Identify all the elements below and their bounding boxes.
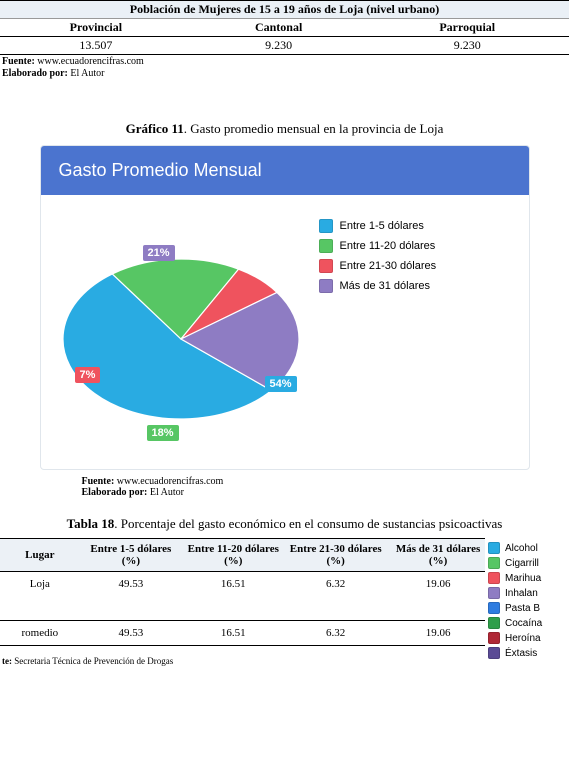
footer-label: te: (2, 656, 12, 666)
t2-legend-label: Cocaína (505, 618, 542, 629)
g11-text: . Gasto promedio mensual en la provincia… (184, 121, 444, 136)
t2-spacer (0, 596, 569, 620)
footer-text: Secretaria Técnica de Prevención de Drog… (14, 656, 173, 666)
legend-label: Entre 1-5 dólares (340, 220, 424, 232)
t2-r0c4: 19.06 (387, 572, 489, 597)
src2-flabel: Fuente: (82, 476, 115, 487)
t2-legend-swatch (488, 587, 500, 599)
t2-r0c1: 49.53 (80, 572, 182, 597)
t1-h1: Cantonal (192, 19, 366, 37)
src1-eval: El Autor (70, 68, 104, 79)
src1-elabel: Elaborado por: (2, 68, 68, 79)
t2-legend-item: Marihua (488, 572, 567, 584)
t2-legend-swatch (488, 602, 500, 614)
legend-label: Más de 31 dólares (340, 280, 431, 292)
t1-d2: 9.230 (365, 37, 569, 55)
g11-label: Gráfico 11 (126, 121, 184, 136)
t2-legend-label: Éxtasis (505, 648, 537, 659)
t2-legend-label: Alcohol (505, 543, 538, 554)
chart-header: Gasto Promedio Mensual (41, 146, 529, 195)
t2-legend-label: Heroína (505, 633, 541, 644)
t2-legend-label: Pasta B (505, 603, 540, 614)
t2-legend-swatch (488, 557, 500, 569)
t18-text: . Porcentaje del gasto económico en el c… (114, 516, 502, 531)
t18-label: Tabla 18 (67, 516, 115, 531)
t2-legend-item: Éxtasis (488, 647, 567, 659)
t2-r0c3: 6.32 (284, 572, 386, 597)
t2-r1c0: romedio (0, 620, 80, 645)
t2-r0c2: 16.51 (182, 572, 284, 597)
t2-legend-swatch (488, 572, 500, 584)
pie-slice-label: 21% (143, 245, 175, 261)
src2-elabel: Elaborado por: (82, 487, 148, 498)
legend-swatch (319, 219, 333, 233)
pie-slice-label: 7% (75, 367, 101, 383)
t2-h3: Entre 21-30 dólares (%) (284, 539, 386, 572)
table-poblacion: Población de Mujeres de 15 a 19 años de … (0, 0, 569, 55)
legend-swatch (319, 239, 333, 253)
table-gasto: Lugar Entre 1-5 dólares (%) Entre 11-20 … (0, 538, 569, 646)
t2-h4: Más de 31 dólares (%) (387, 539, 489, 572)
t2-legend-label: Cigarrill (505, 558, 539, 569)
t2-legend-item: Heroína (488, 632, 567, 644)
t2-legend-swatch (488, 542, 500, 554)
t2-legend-swatch (488, 647, 500, 659)
t2-r1c1: 49.53 (80, 620, 182, 645)
t2-legend-item: Pasta B (488, 602, 567, 614)
table2-legend: Alcohol Cigarrill Marihua Inhalan Pasta B Coc… (485, 538, 569, 646)
t1-d0: 13.507 (0, 37, 192, 55)
t2-h0: Lugar (0, 539, 80, 572)
t2-legend-label: Marihua (505, 573, 541, 584)
t2-h2: Entre 11-20 dólares (%) (182, 539, 284, 572)
chart-legend: Entre 1-5 dólares Entre 11-20 dólares Entr… (319, 219, 437, 299)
t2-h1: Entre 1-5 dólares (%) (80, 539, 182, 572)
t2-legend-item: Alcohol (488, 542, 567, 554)
footer-source: te: Secretaria Técnica de Prevención de … (0, 656, 569, 666)
legend-label: Entre 11-20 dólares (340, 240, 436, 252)
legend-item: Entre 21-30 dólares (319, 259, 437, 273)
t1-h2: Parroquial (365, 19, 569, 37)
src1-fval: www.ecuadorencifras.com (37, 56, 144, 67)
source1-fuente: Fuente: www.ecuadorencifras.com (0, 56, 569, 67)
chart-body: 54% 18% 7% 21% Entre 1-5 dólares Entre 11-20… (41, 195, 529, 469)
src2-fval: www.ecuadorencifras.com (117, 476, 224, 487)
t2-r1c3: 6.32 (284, 620, 386, 645)
t2-legend-swatch (488, 632, 500, 644)
t2-legend-swatch (488, 617, 500, 629)
pie-chart-svg (51, 219, 311, 449)
legend-item: Más de 31 dólares (319, 279, 437, 293)
src2-eval: El Autor (150, 487, 184, 498)
t2-r1c2: 16.51 (182, 620, 284, 645)
src1-flabel: Fuente: (2, 56, 35, 67)
legend-swatch (319, 259, 333, 273)
chart-card: Gasto Promedio Mensual 54% 18% 7% 21% Entre… (40, 145, 530, 470)
legend-swatch (319, 279, 333, 293)
t2-legend-item: Cocaína (488, 617, 567, 629)
legend-item: Entre 11-20 dólares (319, 239, 437, 253)
t1-d1: 9.230 (192, 37, 366, 55)
source1-elab: Elaborado por: El Autor (0, 68, 569, 79)
pie-wrap: 54% 18% 7% 21% (51, 219, 311, 449)
grafico11-title: Gráfico 11. Gasto promedio mensual en la… (0, 121, 569, 137)
source2: Fuente: www.ecuadorencifras.com Elaborad… (40, 476, 530, 498)
legend-item: Entre 1-5 dólares (319, 219, 437, 233)
t2-r1c4: 19.06 (387, 620, 489, 645)
tabla18-title: Tabla 18. Porcentaje del gasto económico… (0, 516, 569, 532)
t2-legend-item: Cigarrill (488, 557, 567, 569)
legend-label: Entre 21-30 dólares (340, 260, 437, 272)
t2-r0c0: Loja (0, 572, 80, 597)
table1-title: Población de Mujeres de 15 a 19 años de … (0, 1, 569, 19)
pie-slice-label: 18% (147, 425, 179, 441)
t2-legend-item: Inhalan (488, 587, 567, 599)
table2-wrap: Lugar Entre 1-5 dólares (%) Entre 11-20 … (0, 538, 569, 646)
t2-legend-label: Inhalan (505, 588, 538, 599)
pie-slice-label: 54% (265, 376, 297, 392)
t1-h0: Provincial (0, 19, 192, 37)
